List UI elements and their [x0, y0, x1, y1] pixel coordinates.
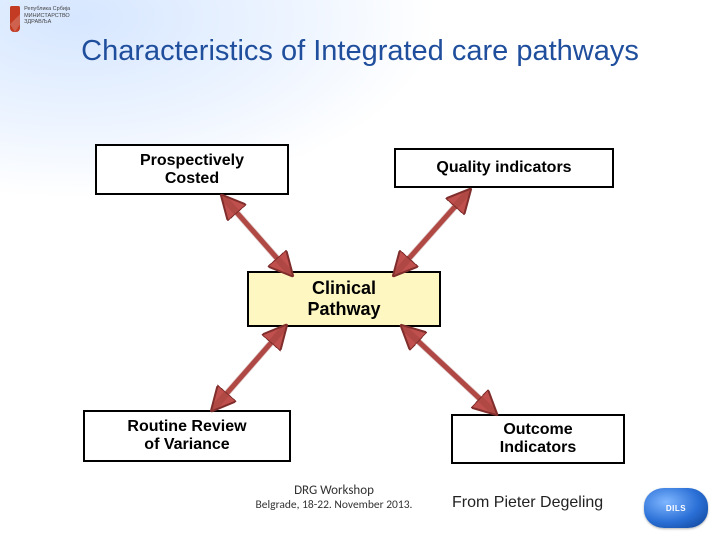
footer-workshop: DRG Workshop Belgrade, 18-22. November 2…: [234, 483, 434, 512]
edge: [404, 328, 494, 412]
node-label: Outcome: [500, 421, 576, 439]
node-label: Pathway: [307, 299, 380, 320]
slide-title: Characteristics of Integrated care pathw…: [0, 34, 720, 69]
logo-dils: DILS: [644, 488, 708, 528]
title-text: Characteristics of Integrated care pathw…: [81, 35, 639, 67]
edge: [224, 198, 290, 273]
footer-line1: DRG Workshop: [234, 483, 434, 498]
edge: [396, 192, 468, 273]
slide: Република Србија МИНИСТАРСТВО ЗДРАВЉА Ch…: [0, 0, 720, 540]
node-prospectively-costed: Prospectively Costed: [95, 144, 289, 195]
node-label: Routine Review: [127, 418, 246, 436]
node-clinical-pathway: Clinical Pathway: [247, 271, 441, 327]
footer-line2: Belgrade, 18-22. November 2013.: [234, 498, 434, 512]
node-quality-indicators: Quality indicators: [394, 148, 614, 188]
attribution: From Pieter Degeling: [452, 494, 603, 512]
logo-dils-label: DILS: [666, 504, 686, 513]
node-label: Costed: [140, 170, 244, 188]
crest-icon: [10, 6, 20, 32]
edge: [214, 328, 284, 408]
node-label: Prospectively: [140, 152, 244, 170]
node-label: Quality indicators: [436, 159, 571, 177]
node-outcome-indicators: Outcome Indicators: [451, 414, 625, 464]
node-label: Indicators: [500, 439, 576, 457]
node-label: Clinical: [307, 278, 380, 299]
ministry-text: Република Србија МИНИСТАРСТВО ЗДРАВЉА: [24, 6, 80, 26]
node-routine-review: Routine Review of Variance: [83, 410, 291, 462]
node-label: of Variance: [127, 436, 246, 454]
